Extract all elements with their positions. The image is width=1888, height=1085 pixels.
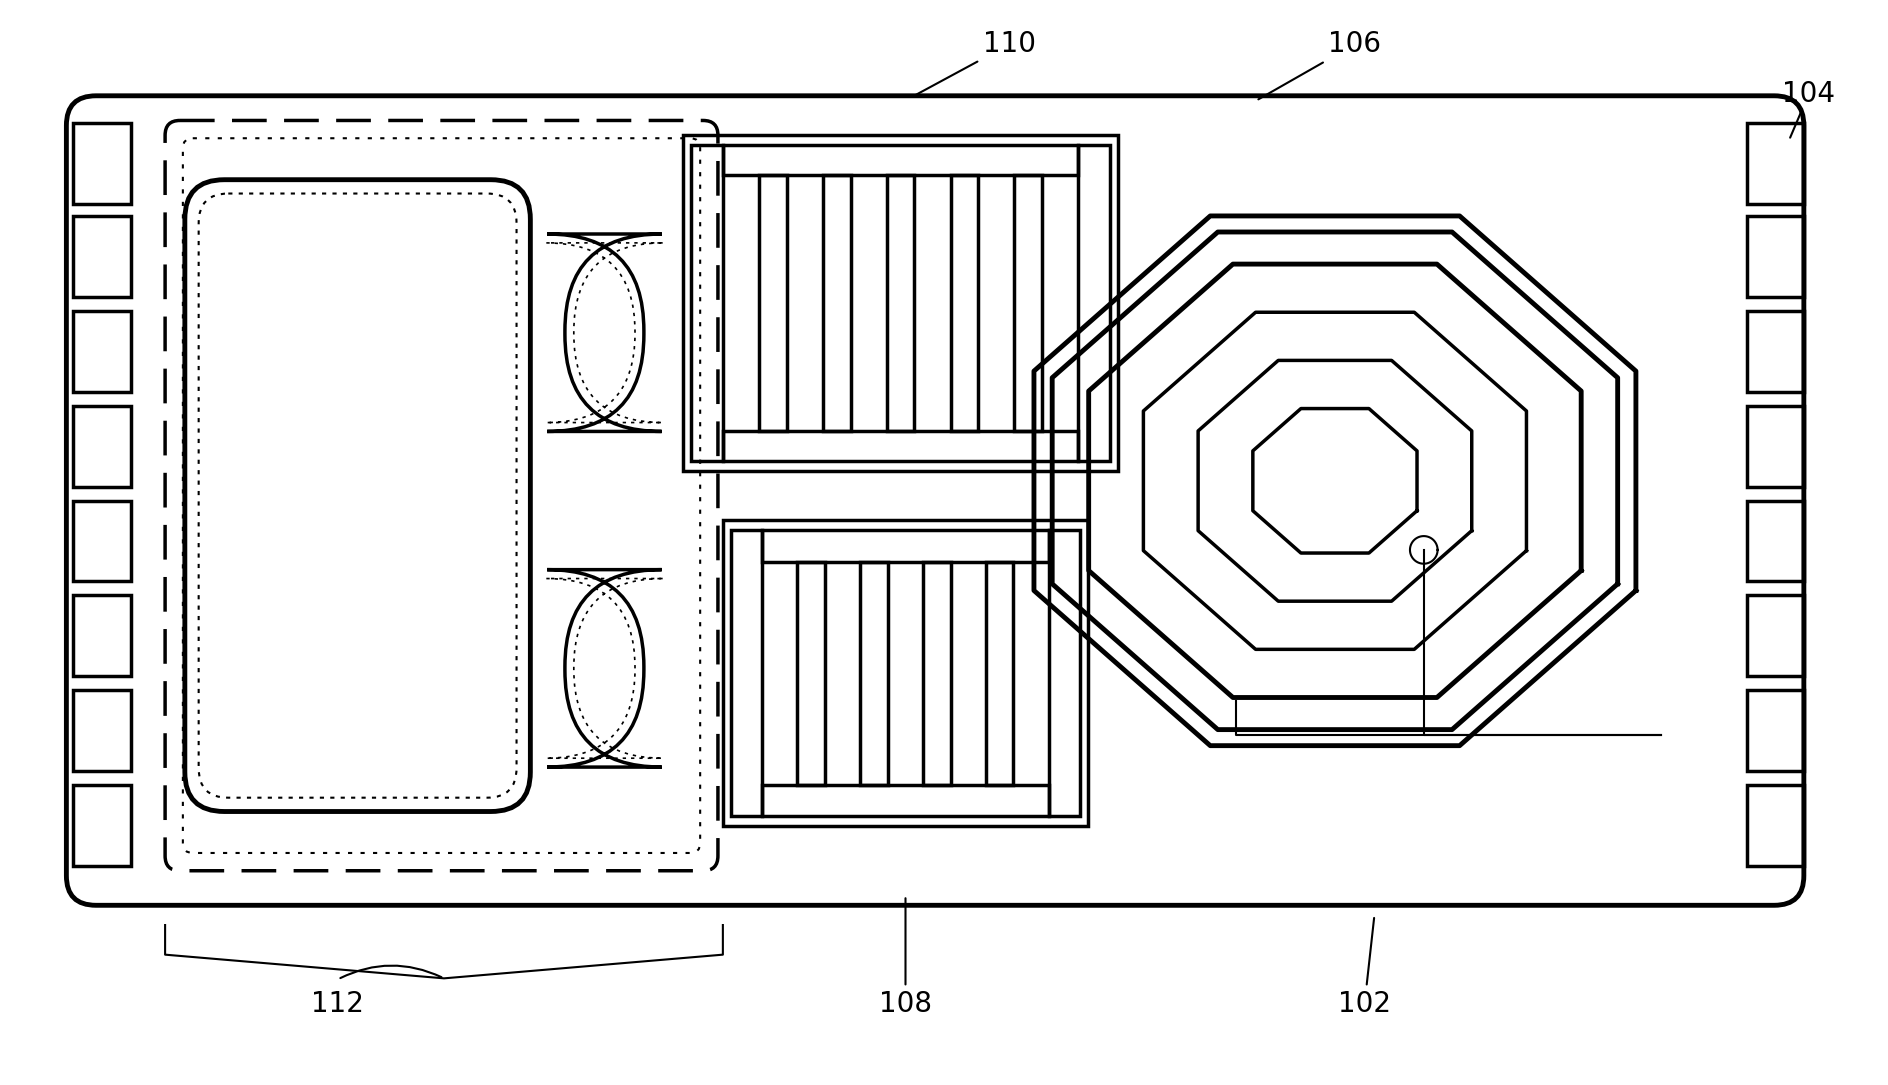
Bar [861, 562, 887, 784]
Bar [923, 562, 952, 784]
Bar [74, 311, 130, 392]
Bar [823, 175, 851, 432]
Bar [1746, 311, 1803, 392]
Text: 102: 102 [1339, 918, 1391, 1018]
Bar [1746, 216, 1803, 297]
Bar [691, 145, 723, 461]
Bar [1048, 531, 1080, 816]
Bar [74, 596, 130, 676]
Bar [1746, 596, 1803, 676]
Text: 112: 112 [312, 990, 364, 1018]
Bar [683, 136, 1118, 471]
Bar [797, 562, 825, 784]
Bar [763, 531, 1048, 562]
Bar [74, 124, 130, 204]
Bar [74, 406, 130, 487]
Bar [763, 784, 1048, 816]
Bar [950, 175, 978, 432]
Bar [1746, 500, 1803, 582]
Bar [731, 531, 763, 816]
Bar [986, 562, 1014, 784]
Text: 108: 108 [880, 898, 933, 1018]
Bar [74, 690, 130, 771]
Bar [1746, 124, 1803, 204]
Bar [1014, 175, 1042, 432]
Bar [887, 175, 914, 432]
Bar [723, 521, 1087, 827]
Bar [1078, 145, 1110, 461]
Text: 106: 106 [1259, 30, 1382, 100]
Text: 110: 110 [914, 30, 1037, 97]
Bar [759, 175, 787, 432]
Text: 104: 104 [1782, 80, 1835, 138]
Bar [74, 784, 130, 866]
Bar [74, 216, 130, 297]
Bar [723, 145, 1078, 175]
Bar [723, 432, 1078, 461]
Bar [1746, 406, 1803, 487]
Bar [74, 500, 130, 582]
Bar [1746, 690, 1803, 771]
Bar [1746, 784, 1803, 866]
